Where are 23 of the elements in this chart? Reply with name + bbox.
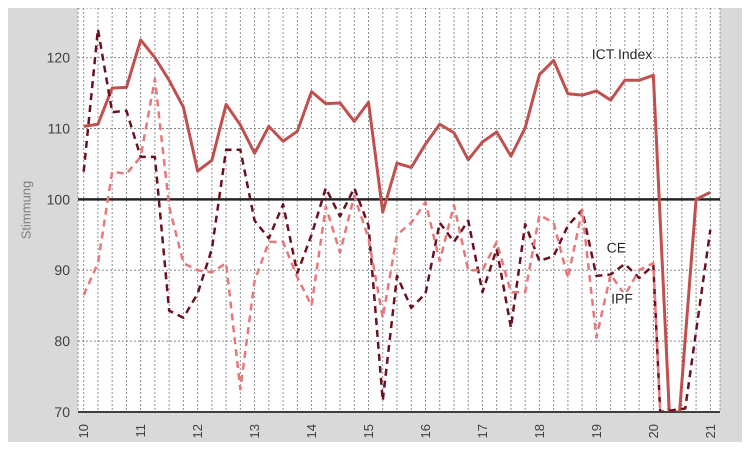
series-label: IPF <box>611 290 633 307</box>
series-label: ICT Index <box>592 46 652 62</box>
y-tick-label: 70 <box>54 404 70 420</box>
y-tick-label: 110 <box>48 120 70 136</box>
x-tick-label: 12 <box>190 424 206 438</box>
x-tick-label: 20 <box>646 424 661 438</box>
x-tick-label: 19 <box>588 424 604 438</box>
x-tick-label: 16 <box>418 424 433 438</box>
y-tick-label: 80 <box>54 333 70 350</box>
x-tick-label: 14 <box>304 424 320 438</box>
x-tick-label: 11 <box>133 424 148 438</box>
x-tick-label: 17 <box>474 424 490 438</box>
line-series <box>82 78 662 412</box>
y-tick-label: 120 <box>46 50 70 66</box>
x-tick-label: 15 <box>361 424 376 438</box>
x-tick-label: 18 <box>532 424 547 438</box>
x-tick-label: 10 <box>76 424 92 438</box>
y-axis-title: Stimmung <box>18 180 34 240</box>
y-tick-label: 100 <box>46 191 70 208</box>
x-tick-label: 13 <box>247 424 262 438</box>
y-tick-label: 90 <box>54 262 70 278</box>
series-label: CE <box>606 240 626 256</box>
x-tick-label: 21 <box>702 424 718 438</box>
